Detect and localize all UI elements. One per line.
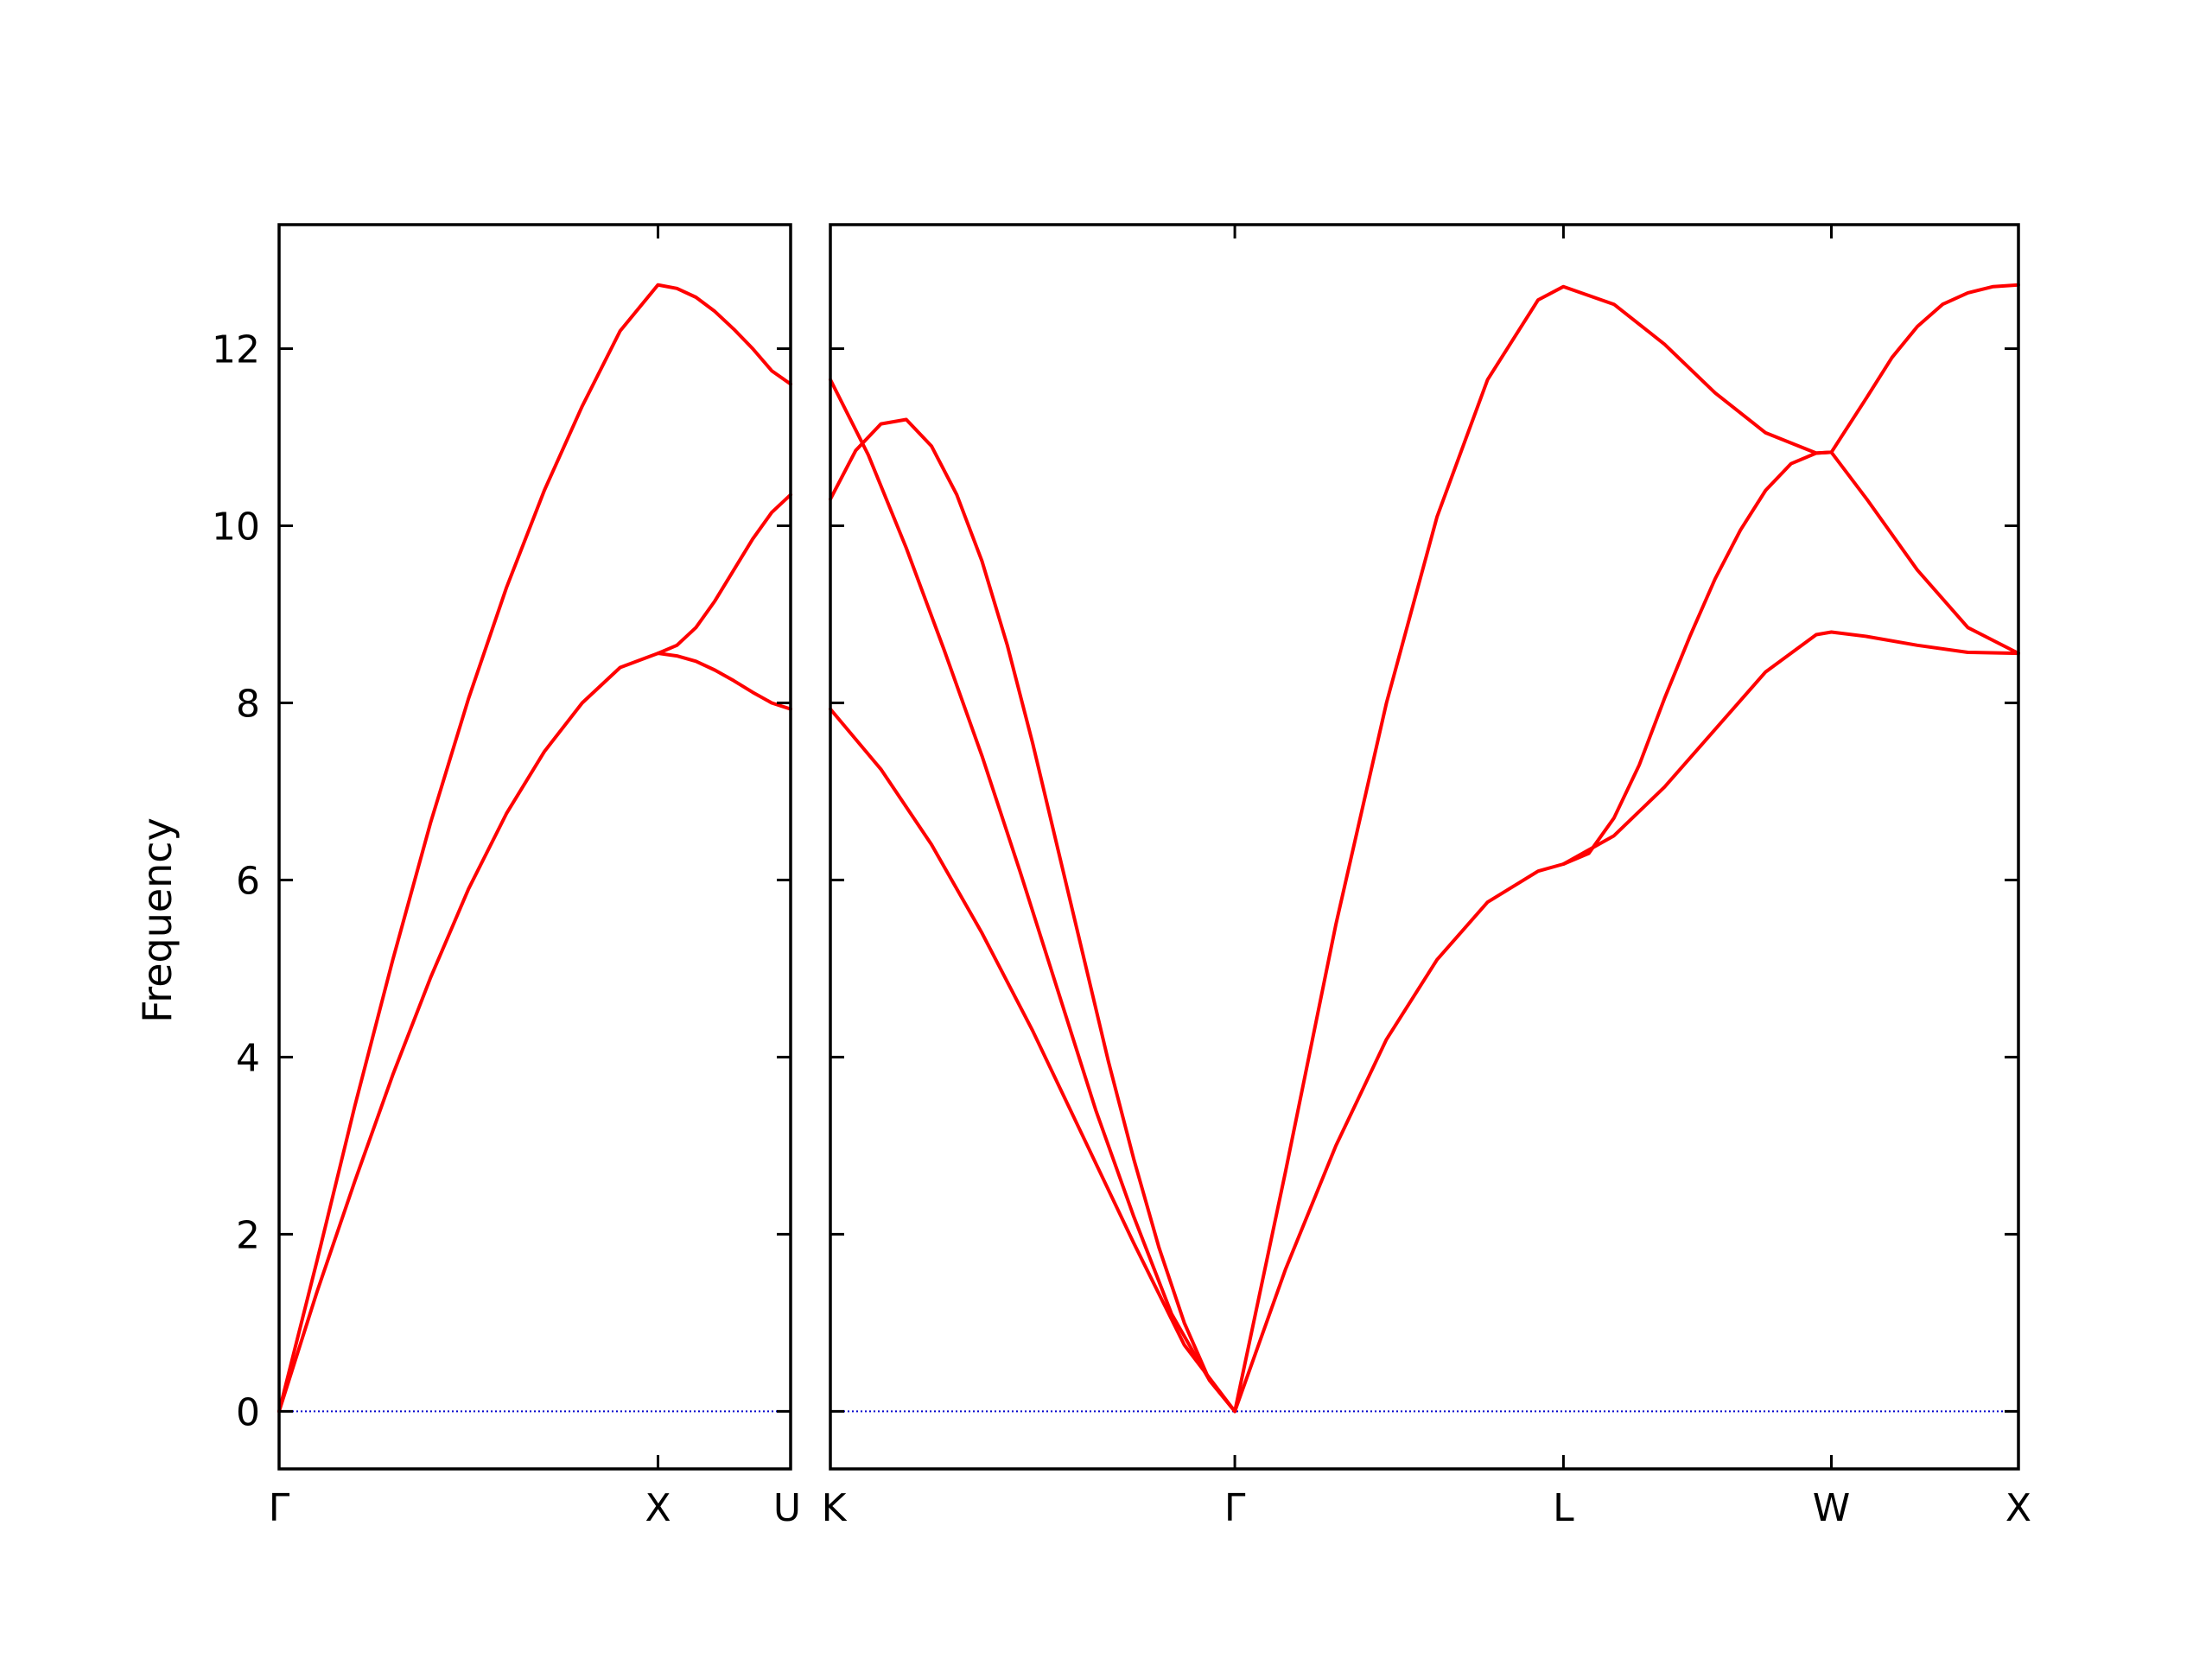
k-point-label: U xyxy=(773,1486,801,1530)
band-line xyxy=(656,652,792,711)
y-tick-label: 8 xyxy=(236,682,260,726)
k-point-label: X xyxy=(645,1486,671,1530)
y-tick-label: 4 xyxy=(236,1036,260,1080)
panel-frame xyxy=(277,223,792,1471)
y-tick-label: 0 xyxy=(236,1390,260,1434)
k-point-label: K xyxy=(822,1486,848,1530)
y-tick-label: 2 xyxy=(236,1213,260,1257)
y-axis-label: Frequency xyxy=(134,817,181,1023)
panels-layer: 0 2 4 6 8 10 12 Γ X U K Γ L W X xyxy=(212,223,2031,1530)
band-line xyxy=(829,417,1237,1414)
band-line xyxy=(277,283,792,1414)
panel-gamma-x-u: 0 2 4 6 8 10 12 Γ X U xyxy=(212,223,801,1530)
k-point-label: Γ xyxy=(269,1486,290,1530)
panel-frame xyxy=(829,223,2020,1471)
y-tick-label: 10 xyxy=(212,505,260,549)
y-tick-label: 12 xyxy=(212,327,260,372)
y-tick-label: 6 xyxy=(236,859,260,903)
k-point-label: L xyxy=(1553,1486,1574,1530)
band-line xyxy=(829,630,2020,1414)
k-point-label: Γ xyxy=(1224,1486,1246,1530)
band-line xyxy=(1561,283,2020,866)
band-line xyxy=(277,493,792,1414)
k-point-label: W xyxy=(1813,1486,1851,1530)
k-point-label: X xyxy=(2005,1486,2031,1530)
